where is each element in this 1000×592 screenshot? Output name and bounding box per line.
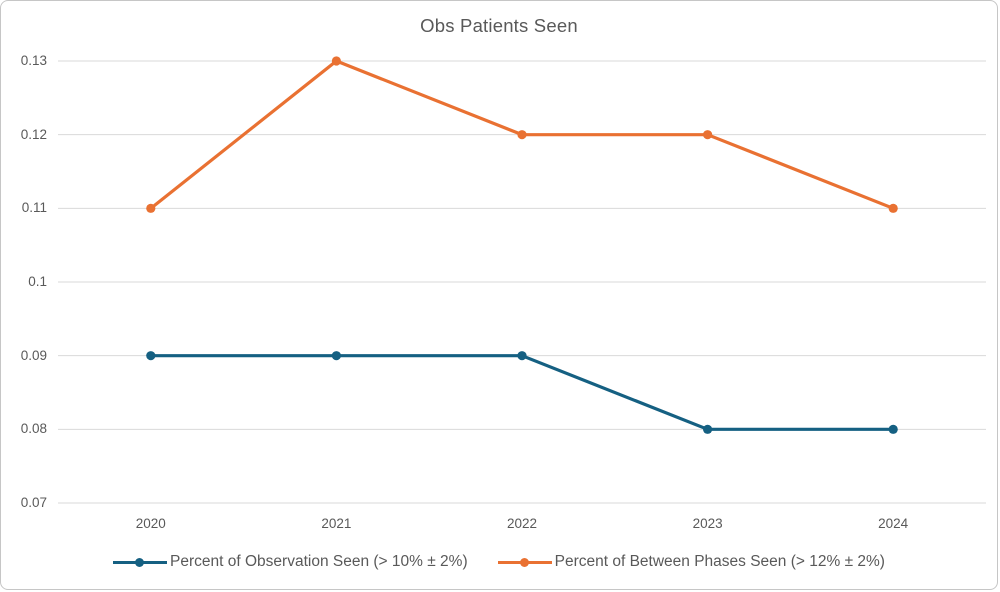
y-tick-label: 0.08 (20, 421, 47, 437)
y-tick-label: 0.1 (28, 274, 47, 289)
legend-line-marker-icon (113, 557, 168, 567)
x-tick-label: 2023 (692, 516, 723, 531)
legend-label: Percent of Observation Seen (> 10% ± 2%) (170, 553, 468, 570)
data-point-marker (888, 424, 898, 434)
data-point-marker (331, 56, 341, 66)
y-tick-label: 0.11 (21, 200, 47, 216)
data-point-marker (888, 203, 898, 213)
series-line-0 (150, 354, 894, 431)
data-point-marker (703, 424, 713, 434)
data-point-marker (331, 351, 341, 361)
y-tick-label: 0.13 (20, 53, 47, 68)
y-tick-label: 0.09 (20, 347, 47, 363)
y-tick-label: 0.07 (20, 495, 47, 510)
data-point-marker (146, 203, 156, 213)
data-point-marker (146, 351, 156, 361)
data-point-marker (517, 130, 527, 140)
chart-title: Obs Patients Seen (420, 15, 578, 36)
data-point-marker (517, 351, 527, 361)
chart-legend: Percent of Observation Seen (> 10% ± 2%)… (1, 553, 997, 571)
data-point-marker (703, 130, 713, 140)
x-tick-label: 2024 (878, 516, 909, 531)
legend-line-marker-icon (497, 557, 552, 567)
legend-label: Percent of Between Phases Seen (> 12% ± … (554, 553, 885, 570)
legend-item-between-phases-seen: Percent of Between Phases Seen (> 12% ± … (497, 553, 885, 571)
y-tick-label: 0.12 (20, 126, 47, 142)
x-tick-label: 2022 (506, 516, 538, 531)
x-tick-label: 2020 (135, 516, 166, 531)
x-tick-label: 2021 (321, 516, 352, 531)
legend-item-observation-seen: Percent of Observation Seen (> 10% ± 2%) (113, 553, 468, 571)
